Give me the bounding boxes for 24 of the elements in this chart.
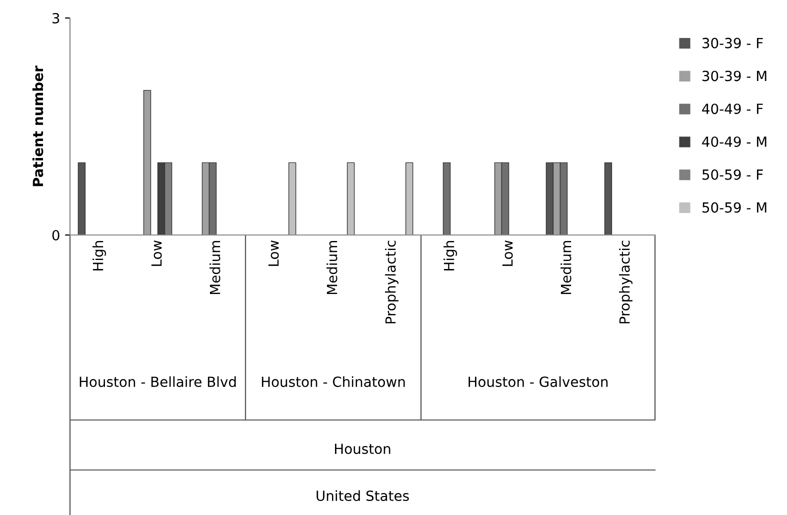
legend-label: 30-39 - F — [702, 38, 763, 48]
x-tick-label: Medium — [326, 241, 338, 294]
text: Houston - Bellaire Blvd — [80, 376, 236, 388]
x-tick-label: High — [444, 241, 457, 270]
x-tick-label: Medium — [210, 241, 220, 294]
x-tick-label: Medium — [560, 241, 572, 294]
legend-label: 50-59 - M — [702, 202, 766, 213]
legend-label: 50-59 - F — [702, 169, 763, 180]
x-tick-label: Prophylactic — [619, 240, 632, 324]
text: Houston - Chinatown — [262, 376, 405, 388]
x-tick-label: Low — [268, 240, 279, 266]
y-tick-label: 3 — [52, 12, 60, 24]
y-axis-title: Patient number — [32, 66, 44, 186]
y-tick-label: 0 — [52, 230, 60, 240]
legend-label: 30-39 - M — [702, 70, 766, 82]
x-tick-label: Prophylactic — [385, 240, 398, 324]
legend-label: 40-49 - F — [702, 104, 763, 114]
text: United States — [316, 490, 409, 502]
legend-label: 40-49 - M — [702, 136, 766, 147]
x-tick-label: Low — [151, 240, 162, 266]
text: Houston - Galveston — [468, 376, 608, 388]
text: Houston — [335, 444, 390, 454]
x-tick-label: High — [92, 241, 106, 270]
x-tick-label: Low — [502, 240, 513, 266]
